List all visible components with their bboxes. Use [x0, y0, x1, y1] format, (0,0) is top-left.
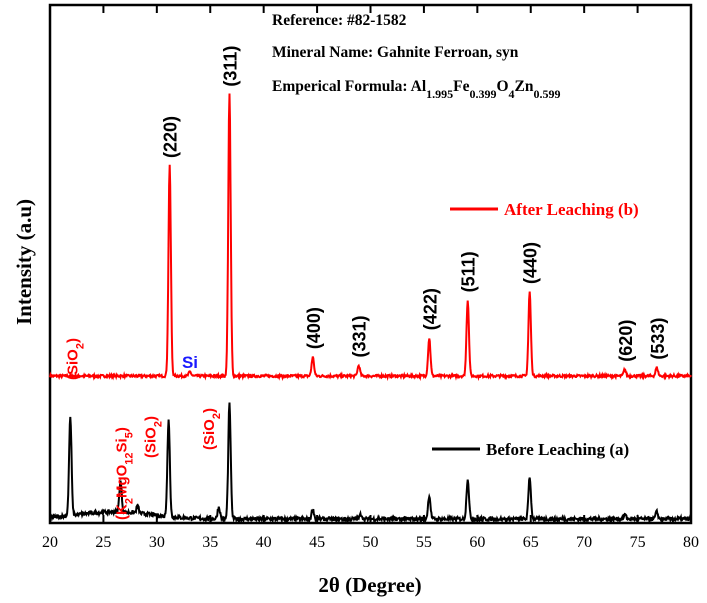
x-tick-label: 45: [309, 534, 325, 551]
legend-label: Before Leaching (a): [486, 440, 629, 459]
reference-info: Reference: #82-1582 Mineral Name: Gahnit…: [272, 12, 561, 101]
peak-label: (220): [161, 116, 181, 158]
peak-label: (440): [521, 242, 541, 284]
peak-label: (331): [350, 315, 370, 357]
x-tick-label: 65: [523, 534, 539, 551]
peak-label: (620): [616, 320, 636, 362]
peak-label: (311): [220, 46, 240, 87]
x-tick-label: 35: [202, 534, 218, 551]
x-tick-label: 40: [256, 534, 272, 551]
x-tick-label: 70: [576, 534, 592, 551]
x-tick-label: 25: [95, 534, 111, 551]
x-tick-label: 20: [42, 534, 58, 551]
reference-line-2: Mineral Name: Gahnite Ferroan, syn: [272, 44, 519, 61]
phase-annotation: (SiO2): [201, 408, 223, 450]
peak-label: Si: [182, 353, 198, 372]
peak-labels: (220) (311) Si (400) (331) (422) (511) (440) (62…: [64, 46, 667, 520]
y-axis-label: Intensity (a.u): [12, 199, 36, 325]
x-axis-label: 2θ (Degree): [318, 573, 421, 597]
x-tick-label: 55: [416, 534, 432, 551]
x-tick-label: 80: [683, 534, 699, 551]
x-axis-ticks: 20 25 30 35 40 45 50 55 60 65 70 75 80: [42, 5, 699, 551]
series-line: [49, 93, 692, 382]
peak-label: (400): [304, 307, 324, 349]
peak-label: (422): [420, 288, 440, 330]
series-layer: [49, 93, 692, 525]
reference-line-1: Reference: #82-1582: [272, 12, 407, 29]
empirical-formula: Emperical Formula: Al1.995Fe0.399O4Zn0.5…: [272, 78, 561, 101]
phase-annotation: (K2MgO12Si5): [114, 427, 136, 520]
legend-label: After Leaching (b): [504, 200, 639, 219]
x-tick-label: 75: [630, 534, 646, 551]
x-tick-label: 30: [149, 534, 165, 551]
phase-annotation: (SiO2): [142, 416, 164, 458]
x-tick-label: 50: [363, 534, 379, 551]
phase-annotation: (SiO2): [64, 338, 86, 380]
legend: After Leaching (b) Before Leaching (a): [432, 200, 639, 459]
peak-label: (533): [648, 318, 668, 360]
peak-label: (511): [459, 251, 479, 292]
x-tick-label: 60: [469, 534, 485, 551]
series-line: [49, 402, 692, 525]
